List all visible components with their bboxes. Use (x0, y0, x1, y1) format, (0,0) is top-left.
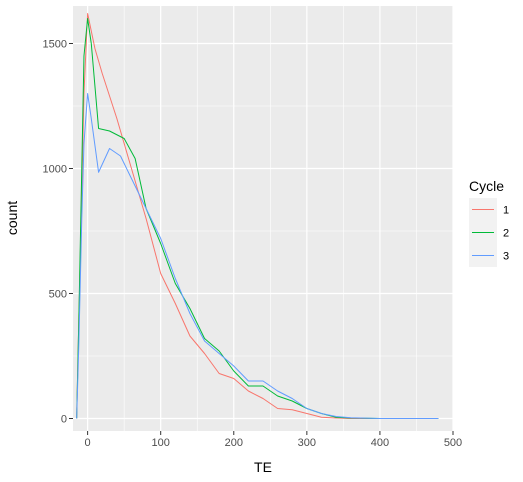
legend-label-cycle-1: 1 (503, 205, 509, 217)
legend-title: Cycle (469, 178, 504, 194)
x-tick-label: 300 (298, 437, 316, 449)
series-layer (76, 13, 439, 419)
x-tick-label: 400 (371, 437, 389, 449)
x-tick-label: 0 (85, 437, 91, 449)
axis-ticks (69, 43, 454, 435)
tick-labels: 0 100 200 300 400 500 0 500 1000 1500 (43, 39, 463, 450)
x-axis-title: TE (254, 459, 272, 475)
y-axis-title: count (4, 201, 20, 235)
legend-label-cycle-3: 3 (503, 251, 509, 263)
y-tick-label: 1000 (43, 164, 67, 176)
legend: Cycle 1 2 3 (469, 178, 509, 267)
x-tick-label: 500 (444, 437, 462, 449)
series-line-cycle-1 (76, 13, 439, 419)
legend-label-cycle-2: 2 (503, 228, 509, 240)
x-tick-label: 200 (225, 437, 243, 449)
series-line-cycle-3 (76, 93, 439, 419)
y-tick-label: 1500 (43, 39, 67, 51)
x-tick-label: 100 (152, 437, 170, 449)
y-tick-label: 0 (61, 414, 67, 426)
grid-major (73, 6, 454, 431)
y-tick-label: 500 (49, 289, 67, 301)
legend-items: 1 2 3 (469, 198, 509, 267)
plot-panel (73, 6, 453, 431)
grid-minor (73, 6, 453, 431)
